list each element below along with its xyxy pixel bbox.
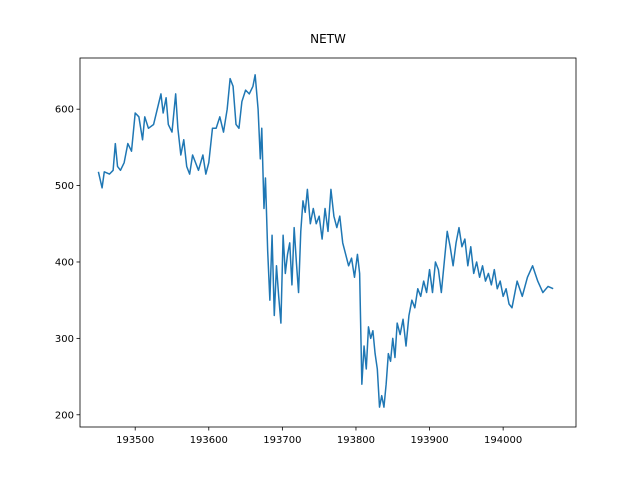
y-tick-label: 600 [55, 105, 74, 116]
y-tick-label: 500 [55, 181, 74, 192]
x-tick-label: 193900 [410, 435, 448, 446]
axes-frame [79, 57, 577, 428]
x-tick-label: 193600 [190, 435, 228, 446]
y-tick-label: 200 [55, 410, 74, 421]
x-tick-label: 193700 [263, 435, 301, 446]
x-tick-label: 194000 [484, 435, 522, 446]
data-line [97, 74, 554, 408]
y-tick-label: 300 [55, 334, 74, 345]
y-tick-label: 400 [55, 257, 74, 268]
x-tick-label: 193800 [337, 435, 375, 446]
chart-title: NETW [310, 32, 346, 46]
x-tick-label: 193500 [116, 435, 154, 446]
